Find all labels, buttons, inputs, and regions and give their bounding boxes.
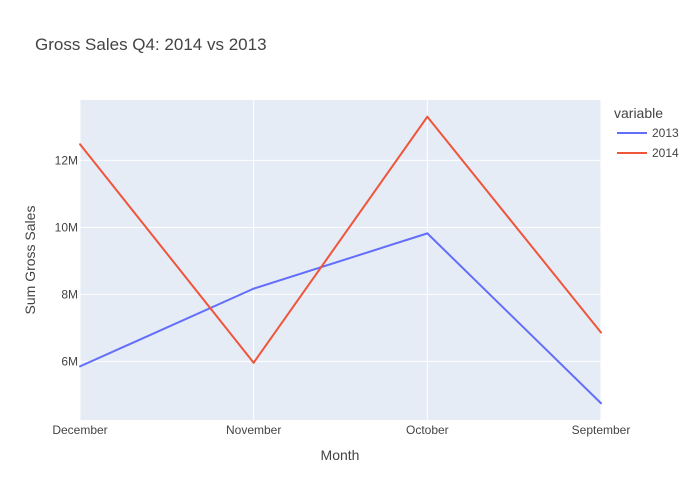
x-tick-label: September [572,423,631,437]
data-point-2013[interactable] [426,232,429,235]
data-point-2014[interactable] [426,115,429,118]
y-tick-label: 12M [55,153,78,167]
legend-item-2013[interactable]: 2013 [617,126,679,140]
x-tick-label: October [406,423,449,437]
x-axis-ticks: December November October September [52,423,630,437]
legend-label: 2013 [652,126,679,140]
data-point-2014[interactable] [79,143,81,146]
series-line-2013[interactable] [79,232,602,404]
y-tick-label: 10M [55,220,78,234]
y-axis-title: Sum Gross Sales [22,206,38,315]
legend[interactable]: variable 2013 2014 [614,105,679,160]
legend-title: variable [614,105,663,121]
y-tick-label: 8M [61,287,78,301]
legend-label: 2014 [652,146,679,160]
grid-lines [79,100,602,420]
x-tick-label: December [52,423,107,437]
y-tick-label: 6M [61,354,78,368]
x-axis-title: Month [321,447,360,463]
series-lines [79,115,602,405]
legend-items[interactable]: 2013 2014 [617,126,679,160]
chart-title: Gross Sales Q4: 2014 vs 2013 [35,35,267,54]
data-point-2013[interactable] [600,402,602,405]
y-axis-ticks: 6M 8M 10M 12M [55,153,78,368]
x-tick-label: November [226,423,281,437]
data-point-2013[interactable] [79,365,81,368]
data-point-2013[interactable] [252,287,255,290]
legend-item-2014[interactable]: 2014 [617,146,679,160]
data-point-2014[interactable] [252,361,255,364]
data-point-2014[interactable] [600,331,602,334]
series-line-2014[interactable] [79,115,602,364]
